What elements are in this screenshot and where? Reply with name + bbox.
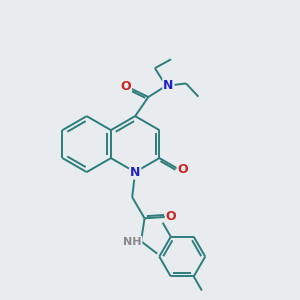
Text: O: O <box>178 163 188 176</box>
Text: N: N <box>130 166 140 178</box>
Text: O: O <box>120 80 131 93</box>
Text: NH: NH <box>123 237 141 247</box>
Text: O: O <box>166 210 176 223</box>
Text: N: N <box>163 79 174 92</box>
